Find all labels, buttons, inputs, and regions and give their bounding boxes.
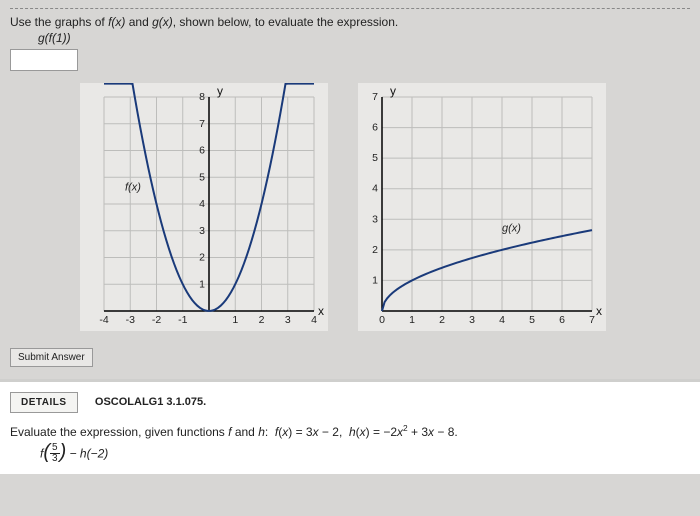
fx-text: f(x) bbox=[108, 15, 125, 29]
svg-text:2: 2 bbox=[439, 314, 445, 326]
svg-text:x: x bbox=[318, 304, 324, 318]
svg-text:g(x): g(x) bbox=[502, 223, 521, 235]
answer-input[interactable] bbox=[10, 49, 78, 71]
svg-text:y: y bbox=[390, 84, 396, 98]
svg-text:4: 4 bbox=[311, 314, 317, 326]
svg-text:1: 1 bbox=[409, 314, 415, 326]
svg-text:3: 3 bbox=[285, 314, 291, 326]
svg-text:-1: -1 bbox=[178, 314, 187, 326]
svg-text:1: 1 bbox=[372, 274, 378, 286]
svg-text:5: 5 bbox=[372, 152, 378, 164]
svg-text:5: 5 bbox=[529, 314, 535, 326]
expr-tail: − h(−2) bbox=[66, 447, 108, 461]
chart-g: 012345671234567yxg(x) bbox=[358, 83, 606, 331]
svg-text:f(x): f(x) bbox=[125, 182, 141, 194]
svg-text:4: 4 bbox=[199, 198, 205, 210]
q1-expression: g(f(1)) bbox=[38, 31, 690, 45]
text: and bbox=[125, 15, 152, 29]
svg-text:7: 7 bbox=[199, 118, 205, 130]
svg-text:-2: -2 bbox=[152, 314, 161, 326]
svg-text:0: 0 bbox=[379, 314, 385, 326]
question-2: DETAILS OSCOLALG1 3.1.075. Evaluate the … bbox=[0, 379, 700, 474]
svg-text:2: 2 bbox=[199, 252, 205, 264]
svg-text:3: 3 bbox=[199, 225, 205, 237]
svg-text:8: 8 bbox=[199, 91, 205, 103]
charts-row: -4-3-2-1123412345678yxf(x) 0123456712345… bbox=[80, 83, 690, 334]
svg-text:1: 1 bbox=[199, 278, 205, 290]
reference-code: OSCOLALG1 3.1.075. bbox=[95, 396, 206, 408]
frac-den: 3 bbox=[50, 454, 60, 464]
svg-text:2: 2 bbox=[259, 314, 265, 326]
svg-text:-4: -4 bbox=[99, 314, 108, 326]
svg-text:4: 4 bbox=[372, 183, 378, 195]
svg-text:6: 6 bbox=[372, 122, 378, 134]
text: Use the graphs of bbox=[10, 15, 108, 29]
chart-f-wrap: -4 -3 -2 -1 1 2 3 4 1 2 3 4 5 6 7 8y x f(x) bbox=[80, 83, 328, 334]
svg-text:6: 6 bbox=[199, 145, 205, 157]
svg-text:5: 5 bbox=[199, 171, 205, 183]
svg-text:3: 3 bbox=[469, 314, 475, 326]
svg-text:-3: -3 bbox=[126, 314, 135, 326]
svg-text:4: 4 bbox=[499, 314, 505, 326]
svg-text:7: 7 bbox=[589, 314, 595, 326]
svg-text:y: y bbox=[217, 84, 223, 98]
svg-text:3: 3 bbox=[372, 213, 378, 225]
svg-text:6: 6 bbox=[559, 314, 565, 326]
gx-text: g(x) bbox=[152, 15, 173, 29]
chart-f: -4 -3 -2 -1 1 2 3 4 1 2 3 4 5 6 7 8y x f(x) bbox=[80, 83, 328, 331]
q2-expression: f(53) − h(−2) bbox=[40, 443, 690, 466]
svg-text:7: 7 bbox=[372, 91, 378, 103]
svg-text:x: x bbox=[596, 304, 602, 318]
q1-instruction: Use the graphs of f(x) and g(x), shown b… bbox=[10, 15, 690, 29]
details-button[interactable]: DETAILS bbox=[10, 392, 78, 413]
fraction: 53 bbox=[50, 443, 60, 464]
chart-g-wrap: 012345671234567yxg(x) bbox=[358, 83, 606, 334]
svg-text:2: 2 bbox=[372, 244, 378, 256]
submit-button[interactable]: Submit Answer bbox=[10, 348, 93, 367]
q2-instruction: Evaluate the expression, given functions… bbox=[10, 423, 690, 439]
text: , shown below, to evaluate the expressio… bbox=[173, 15, 398, 29]
svg-text:1: 1 bbox=[232, 314, 238, 326]
